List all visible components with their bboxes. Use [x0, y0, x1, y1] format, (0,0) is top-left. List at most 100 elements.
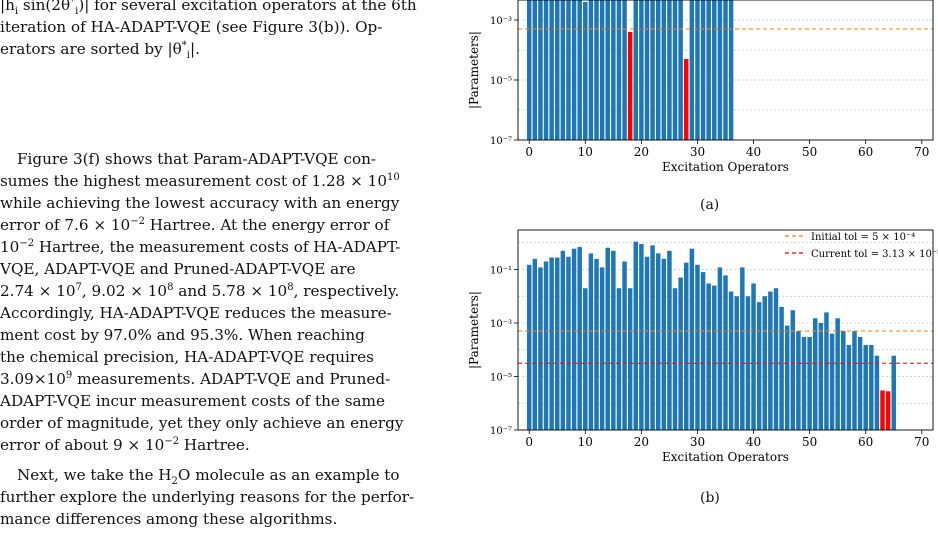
- bar: [678, 0, 683, 140]
- y-tick-label: 10⁻⁷: [490, 426, 512, 437]
- bar: [555, 257, 560, 430]
- text-line: ADAPT-VQE incur measurement costs of the…: [0, 392, 385, 410]
- bar: [874, 355, 880, 430]
- bar: [745, 296, 751, 430]
- bar: [706, 283, 711, 430]
- bar: [689, 0, 695, 140]
- bar: [689, 248, 695, 430]
- bar: [723, 0, 728, 140]
- bar: [577, 246, 582, 430]
- pruned-bar: [885, 391, 891, 430]
- exponent: 10: [387, 171, 400, 183]
- bar: [644, 256, 650, 430]
- bar: [728, 291, 734, 430]
- bar: [751, 283, 756, 430]
- figure-caption: |hi sin(2θ*i)| for several excitation op…: [0, 0, 456, 61]
- bar: [616, 0, 622, 140]
- bar: [526, 264, 532, 430]
- bar: [869, 345, 874, 430]
- x-tick-label: 30: [690, 435, 705, 449]
- bar: [588, 253, 594, 430]
- bar-chart-b: 0 10 20 30 40 50 60 70 10⁻⁷ 10⁻⁵ 10⁻³ 10⁻¹ Excitatio…: [468, 229, 938, 462]
- x-tick-label: 40: [746, 435, 761, 449]
- caption-sup: *: [70, 0, 76, 7]
- text-run: 3.09×10: [0, 370, 66, 388]
- caption-sub: i: [75, 6, 79, 18]
- bar: [678, 277, 683, 430]
- bar: [841, 331, 846, 430]
- bar: [577, 0, 582, 140]
- bar: [588, 0, 594, 140]
- axes-frame: [517, 229, 934, 431]
- bar: [857, 336, 863, 430]
- bar: [622, 261, 627, 430]
- text-line: mance differences among these algorithms…: [0, 510, 338, 528]
- text-run: Next, we take the H: [17, 466, 172, 484]
- x-tick-label: 60: [858, 435, 873, 449]
- bar: [684, 262, 689, 430]
- bar: [700, 272, 706, 430]
- subscript: 2: [171, 476, 178, 488]
- caption-text: |.: [190, 40, 200, 58]
- caption-text: sin(2θ: [18, 0, 71, 14]
- bar: [661, 0, 667, 140]
- legend-label: Current tol = 3.13 × 10⁻⁵: [811, 249, 938, 260]
- text-line: error of 7.6 × 10−2 Hartree. At the ener…: [0, 214, 456, 236]
- y-tick-label: 10⁻¹: [490, 266, 512, 277]
- caption-line: erators are sorted by |θ*i|.: [0, 38, 456, 61]
- text-run: sumes the highest measurement cost of 1.…: [0, 172, 387, 190]
- bar: [549, 257, 554, 430]
- y-axis-label: |Parameters|: [468, 31, 481, 109]
- x-tick-label: 30: [690, 145, 705, 159]
- bar: [740, 267, 745, 430]
- x-tick-label: 10: [578, 435, 593, 449]
- x-axis-label: Excitation Operators: [662, 450, 789, 462]
- bar: [712, 0, 717, 140]
- text-line: 2.74 × 107, 9.02 × 108 and 5.78 × 108, r…: [0, 280, 456, 302]
- x-tick-label: 20: [634, 145, 649, 159]
- bar: [667, 250, 672, 430]
- exponent: −2: [130, 215, 145, 227]
- bar: [599, 267, 605, 430]
- bar: [605, 247, 610, 430]
- bar: [846, 345, 852, 430]
- bar: [672, 0, 678, 140]
- bar: [599, 0, 605, 140]
- x-tick-label: 20: [634, 435, 649, 449]
- bar: [891, 355, 896, 430]
- bar: [768, 291, 773, 430]
- y-tick-label: 10⁻⁵: [490, 373, 512, 384]
- caption-sup: *: [181, 39, 187, 51]
- paragraph-h2o: Next, we take the H2O molecule as an exa…: [0, 464, 456, 530]
- subfigure-label-a: (a): [700, 197, 720, 213]
- bar: [695, 0, 700, 140]
- text-run: O molecule as an example to: [177, 466, 400, 484]
- bar: [543, 0, 549, 140]
- bar: [538, 267, 543, 430]
- pruned-bar: [880, 390, 885, 430]
- bar: [728, 0, 734, 140]
- text-line: 3.09×109 measurements. ADAPT-VQE and Pru…: [0, 368, 456, 390]
- bar: [583, 288, 588, 430]
- text-line: ment cost by 97.0% and 95.3%. When reach…: [0, 326, 365, 344]
- y-tick-label: 10⁻³: [490, 319, 512, 330]
- x-tick-label: 0: [525, 145, 533, 159]
- text-line: Accordingly, HA-ADAPT-VQE reduces the me…: [0, 304, 392, 322]
- text-run: 2.74 × 10: [0, 282, 76, 300]
- text-run: Hartree.: [179, 436, 250, 454]
- bar: [571, 248, 577, 430]
- text-line: 10−2 Hartree, the measurement costs of H…: [0, 236, 456, 258]
- bar: [644, 0, 650, 140]
- caption-text: erators are sorted by |θ: [0, 40, 182, 58]
- paragraph-measurement-cost: Figure 3(f) shows that Param-ADAPT-VQE c…: [0, 148, 456, 456]
- bar: [661, 258, 667, 430]
- axes-frame: [517, 0, 934, 141]
- y-tick-label: 10⁻⁷: [490, 136, 512, 147]
- text-run: measurements. ADAPT-VQE and Pruned-: [72, 370, 391, 388]
- bar: [796, 331, 801, 430]
- caption-line: iteration of HA-ADAPT-VQE (see Figure 3(…: [0, 18, 383, 36]
- y-tick-label: 10⁻⁵: [490, 76, 512, 87]
- bar: [818, 323, 824, 430]
- caption-sub: i: [14, 6, 19, 18]
- bar: [829, 333, 835, 430]
